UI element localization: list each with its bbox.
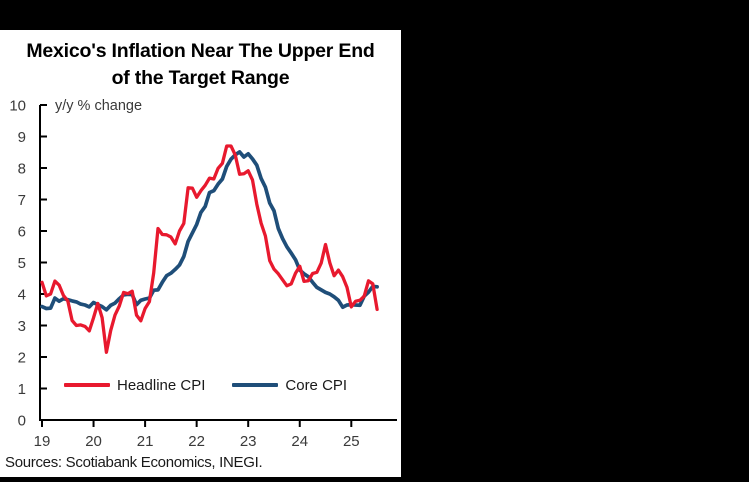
core-cpi-label: Core CPI xyxy=(285,376,348,394)
svg-text:20: 20 xyxy=(85,433,102,450)
chart-title: Mexico's Inflation Near The Upper End of… xyxy=(0,38,401,92)
svg-text:24: 24 xyxy=(291,433,308,450)
svg-text:6: 6 xyxy=(18,224,26,241)
headline-cpi-label: Headline CPI xyxy=(117,376,206,394)
svg-text:23: 23 xyxy=(240,433,257,450)
svg-text:5: 5 xyxy=(18,255,26,272)
svg-text:2: 2 xyxy=(18,350,26,367)
core-cpi-swatch xyxy=(232,383,279,387)
chart-panel: Mexico's Inflation Near The Upper End of… xyxy=(0,30,401,477)
sources-note: Sources: Scotiabank Economics, INEGI. xyxy=(5,454,263,471)
headline-cpi-swatch xyxy=(64,383,110,387)
svg-text:22: 22 xyxy=(188,433,205,450)
svg-text:10: 10 xyxy=(9,98,26,115)
svg-text:19: 19 xyxy=(34,433,51,450)
chart-title-line2: of the Target Range xyxy=(111,67,290,89)
svg-text:1: 1 xyxy=(18,381,26,398)
svg-text:7: 7 xyxy=(18,192,26,209)
svg-text:8: 8 xyxy=(18,161,26,178)
svg-text:0: 0 xyxy=(18,413,26,430)
svg-text:25: 25 xyxy=(343,433,360,450)
axis-unit-label: y/y % change xyxy=(55,98,143,114)
svg-text:9: 9 xyxy=(18,129,26,146)
chart-title-line1: Mexico's Inflation Near The Upper End xyxy=(26,40,375,62)
svg-text:3: 3 xyxy=(18,318,26,335)
chart-legend: Headline CPI Core CPI xyxy=(64,376,347,394)
svg-text:21: 21 xyxy=(137,433,154,450)
svg-text:4: 4 xyxy=(18,287,26,304)
